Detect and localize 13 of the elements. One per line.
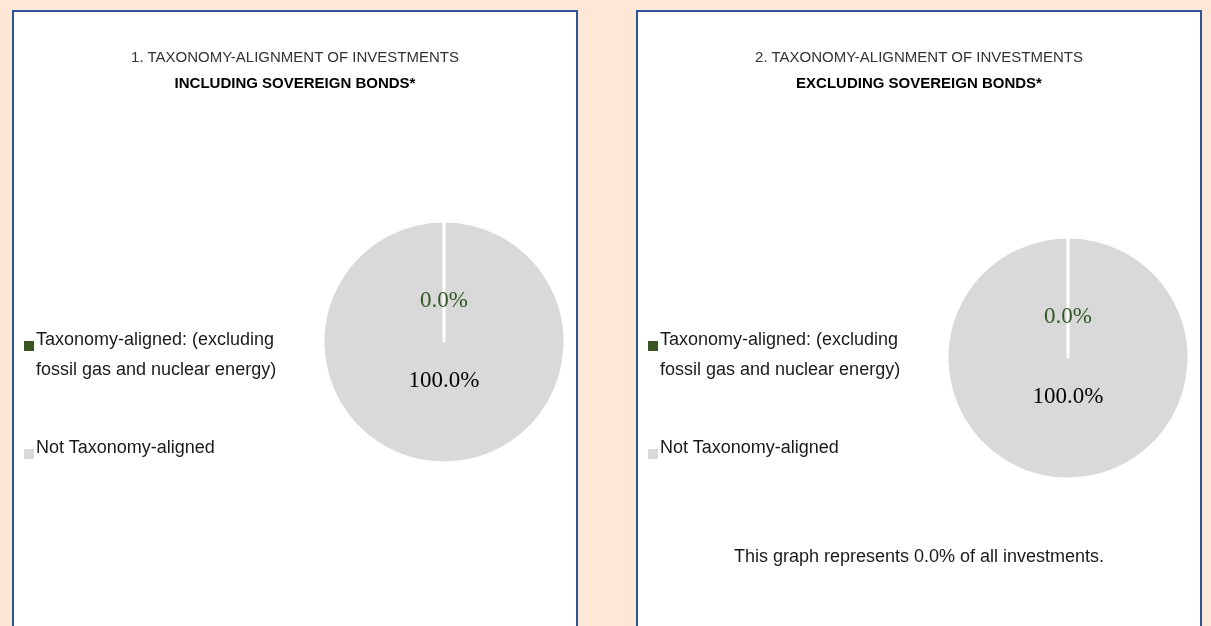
- text: This graph represents 0.0% of all investments.: [732, 546, 1106, 567]
- legend-label: Taxonomy-aligned: (excluding fossil gas and nuclear energy): [36, 328, 278, 381]
- data-label: 100.0%: [1032, 383, 1104, 409]
- chart-title: 1. TAXONOMY-ALIGNMENT OF INVESTMENTS: [130, 48, 460, 65]
- legend-label: Not Taxonomy-aligned: [660, 436, 840, 459]
- chart-subtitle: INCLUDING SOVEREIGN BONDS*: [173, 74, 417, 91]
- text: 0.0%: [420, 287, 468, 313]
- text: 0.0%: [1044, 303, 1092, 329]
- legend-label: Taxonomy-aligned: (excluding fossil gas and nuclear energy): [660, 328, 902, 381]
- chart-subtitle: EXCLUDING SOVEREIGN BONDS*: [795, 74, 1043, 91]
- data-label: 100.0%: [408, 367, 480, 393]
- chart-title: 2. TAXONOMY-ALIGNMENT OF INVESTMENTS: [754, 48, 1084, 65]
- legend-label: Not Taxonomy-aligned: [36, 436, 216, 459]
